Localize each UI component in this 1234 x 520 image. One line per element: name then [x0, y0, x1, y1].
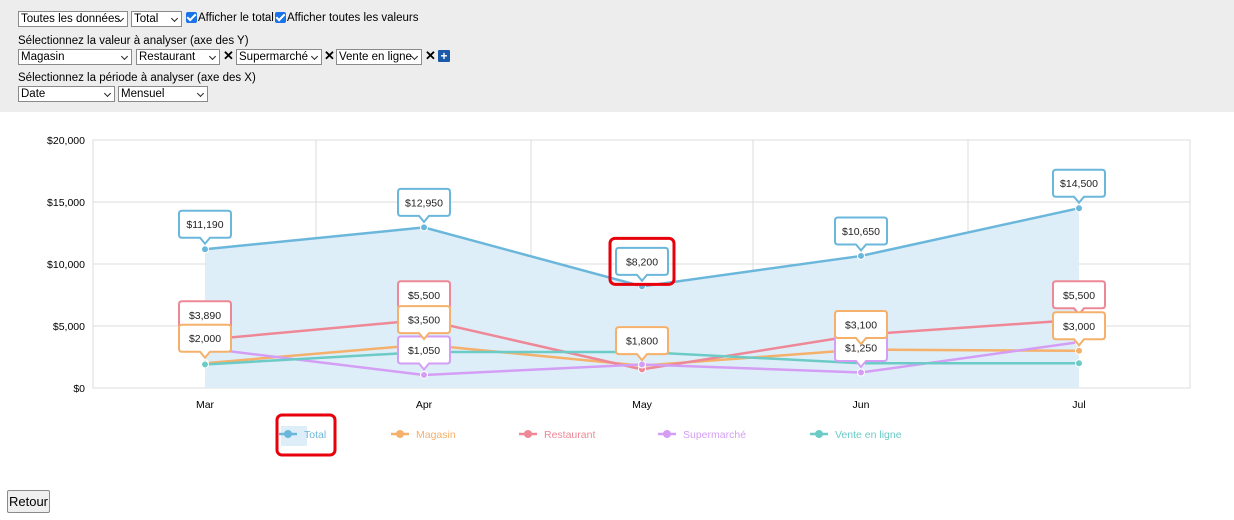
legend-label: Magasin — [416, 429, 456, 441]
data-label-total: $11,190 — [178, 209, 232, 246]
legend-item-supermarch-[interactable]: Supermarché — [658, 429, 746, 441]
legend-label: Supermarché — [683, 429, 746, 441]
back-button[interactable]: Retour — [7, 490, 50, 513]
data-label-magasin: $3,500 — [397, 305, 451, 341]
legend-item-vente-en-ligne[interactable]: Vente en ligne — [810, 429, 902, 441]
data-point-vente-en-ligne — [1075, 359, 1083, 368]
legend-marker — [396, 430, 404, 438]
data-label-total: $14,500 — [1052, 168, 1106, 205]
y-tick-label: $20,000 — [47, 135, 85, 147]
x-tick-label: May — [632, 399, 653, 411]
y-value-select-magasin[interactable]: Magasin — [18, 49, 132, 65]
x-tick-label: Jul — [1072, 399, 1085, 411]
data-label-text: $3,000 — [1063, 321, 1095, 333]
data-point-total — [420, 223, 428, 232]
data-label-text: $14,500 — [1060, 178, 1098, 190]
legend-marker — [284, 430, 292, 438]
filter-panel: Toutes les données Total Afficher le tot… — [0, 0, 1234, 112]
data-label-text: $3,100 — [845, 320, 877, 332]
line-chart: $0 $5,000 $10,000 $15,000 $20,000 Mar Apr May Ju… — [47, 135, 1191, 457]
add-value-icon[interactable]: + — [438, 50, 450, 62]
legend-marker — [524, 430, 532, 438]
data-label-text: $11,190 — [186, 219, 223, 231]
data-label-total: $8,200 — [615, 246, 669, 283]
x-axis-label: Sélectionnez la période à analyser (axe … — [18, 72, 256, 84]
remove-restaurant-icon[interactable]: ✕ — [223, 48, 234, 63]
y-tick-label: $15,000 — [47, 197, 85, 209]
y-value-select-supermarche[interactable]: Supermarché — [236, 49, 322, 65]
legend-label: Total — [304, 429, 326, 441]
y-value-select-restaurant[interactable]: Restaurant — [136, 49, 220, 65]
legend-item-total[interactable]: Total — [279, 426, 326, 446]
data-label-total: $12,950 — [397, 187, 451, 224]
dataset-select[interactable]: Toutes les données — [18, 11, 128, 27]
highlight-box — [608, 236, 676, 286]
show-all-values-checkbox[interactable] — [275, 12, 286, 23]
x-period-field-select[interactable]: Date — [18, 86, 115, 102]
data-label-text: $3,890 — [189, 310, 221, 322]
legend-marker — [663, 430, 671, 438]
data-point-total — [1075, 204, 1083, 213]
data-point-total — [201, 245, 209, 254]
data-label-text: $2,000 — [189, 333, 221, 345]
data-point-magasin — [1075, 346, 1083, 355]
data-label-magasin: $1,800 — [615, 326, 669, 362]
data-label-text: $1,800 — [626, 336, 658, 348]
data-label-supermarch-: $1,250 — [834, 333, 888, 369]
data-point-total — [857, 251, 865, 260]
remove-supermarche-icon[interactable]: ✕ — [324, 48, 335, 63]
show-all-values-label: Afficher toutes les valeurs — [287, 12, 419, 24]
y-tick-label: $10,000 — [47, 259, 85, 271]
show-total-checkbox[interactable] — [186, 12, 197, 23]
y-tick-label: $5,000 — [53, 321, 85, 333]
data-label-magasin: $2,000 — [178, 323, 232, 360]
data-label-text: $10,650 — [842, 226, 880, 238]
legend-item-magasin[interactable]: Magasin — [391, 429, 456, 441]
data-label-text: $8,200 — [626, 256, 658, 268]
remove-vente-en-ligne-icon[interactable]: ✕ — [425, 48, 436, 63]
x-tick-label: Mar — [196, 399, 215, 411]
y-tick-label: $0 — [73, 383, 85, 395]
y-value-select-vente-en-ligne[interactable]: Vente en ligne — [336, 49, 422, 65]
legend-label: Vente en ligne — [835, 429, 902, 441]
legend-label: Restaurant — [544, 429, 595, 441]
x-tick-label: Jun — [853, 399, 870, 411]
legend-marker — [815, 430, 823, 438]
data-label-text: $1,050 — [408, 345, 440, 357]
data-point-supermarch- — [857, 368, 865, 377]
data-label-supermarch-: $1,050 — [397, 335, 451, 372]
x-period-granularity-select[interactable]: Mensuel — [118, 86, 208, 102]
data-label-total: $10,650 — [834, 216, 888, 253]
data-label-restaurant: $5,500 — [1052, 280, 1106, 316]
show-total-label: Afficher le total — [198, 12, 274, 24]
data-label-text: $5,500 — [408, 290, 440, 302]
data-label-magasin: $3,100 — [834, 310, 888, 346]
data-label-text: $1,250 — [845, 343, 877, 355]
data-point-supermarch- — [638, 360, 646, 369]
data-label-text: $12,950 — [405, 197, 443, 209]
data-point-vente-en-ligne — [201, 360, 209, 369]
x-tick-label: Apr — [416, 399, 433, 411]
legend-highlight-box — [275, 413, 337, 457]
data-label-magasin: $3,000 — [1052, 311, 1106, 347]
data-point-supermarch- — [420, 370, 428, 379]
data-label-text: $3,500 — [408, 315, 440, 327]
data-label-text: $5,500 — [1063, 290, 1095, 302]
legend-item-restaurant[interactable]: Restaurant — [519, 429, 595, 441]
total-select[interactable]: Total — [131, 11, 182, 27]
y-axis-label: Sélectionnez la valeur à analyser (axe d… — [18, 35, 249, 47]
